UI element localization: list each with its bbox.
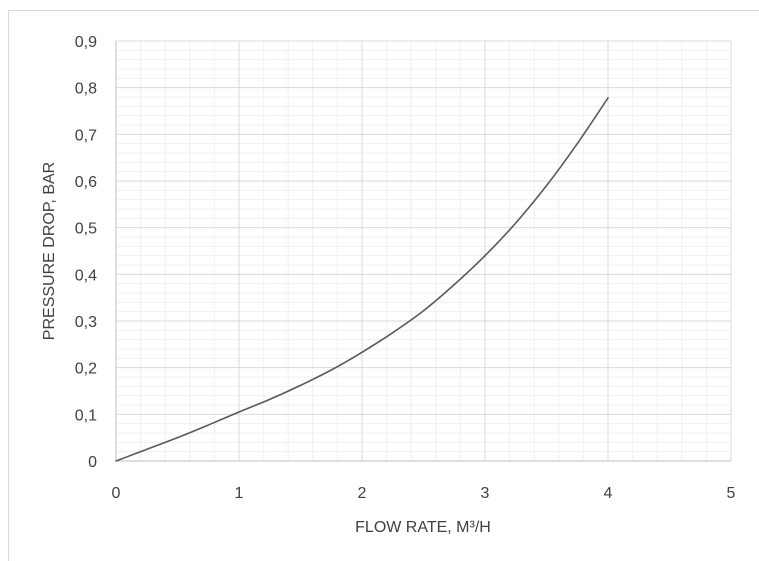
x-tick-label: 1 [235, 485, 244, 502]
y-tick-label: 0,3 [75, 314, 97, 331]
x-tick-label: 2 [358, 485, 367, 502]
y-tick-label: 0 [88, 454, 97, 471]
y-tick-label: 0,7 [75, 127, 97, 144]
y-tick-label: 0,6 [75, 174, 97, 191]
y-tick-labels: 0 0,1 0,2 0,3 0,4 0,5 0,6 0,7 0,8 0,9 [75, 34, 97, 471]
axes [115, 41, 731, 462]
y-tick-label: 0,2 [75, 361, 97, 378]
x-tick-label: 5 [727, 485, 736, 502]
x-tick-label: 0 [112, 485, 121, 502]
chart-frame [8, 10, 759, 561]
y-tick-label: 0,9 [75, 34, 97, 51]
minor-grid [116, 41, 731, 461]
y-tick-label: 0,4 [75, 267, 97, 284]
major-grid [116, 40, 732, 461]
series-layer [115, 97, 609, 462]
x-tick-label: 3 [481, 485, 490, 502]
y-axis-title: PRESSURE DROP, BAR [41, 162, 58, 340]
y-tick-label: 0,8 [75, 81, 97, 98]
x-tick-label: 4 [604, 485, 613, 502]
y-tick-label: 0,1 [75, 407, 97, 424]
series-line [115, 97, 609, 462]
x-tick-labels: 0 1 2 3 4 5 [112, 485, 736, 502]
x-axis-title: FLOW RATE, M³/H [355, 519, 491, 536]
y-tick-label: 0,5 [75, 221, 97, 238]
